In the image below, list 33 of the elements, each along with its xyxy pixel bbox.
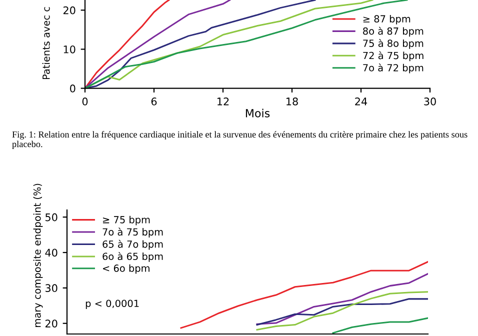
x-tick-label: 30 xyxy=(424,98,436,106)
legend-label: 72 à 75 bpm xyxy=(363,51,424,62)
y-axis-title: Patients avec c xyxy=(42,7,50,80)
y-tick-label: 50 xyxy=(46,213,58,222)
legend-label: 7o à 72 bpm xyxy=(363,64,424,74)
legend-label: < 6o bpm xyxy=(103,264,150,274)
y-tick-label: 20 xyxy=(63,6,76,14)
legend-label: 8o à 87 bpm xyxy=(363,26,424,37)
legend-label: 7o à 75 bpm xyxy=(102,228,163,238)
legend-label: 65 à 7o bpm xyxy=(102,240,163,250)
line-series xyxy=(332,317,428,334)
x-axis-title: Mois xyxy=(246,108,270,118)
x-tick-label: 18 xyxy=(286,98,298,106)
legend-label: 6o à 65 bpm xyxy=(102,252,163,262)
legend-label: 75 à 8o bpm xyxy=(363,39,424,49)
y-tick-label: 30 xyxy=(46,284,58,292)
y-axis-title: mary composite endpoint (%) xyxy=(33,184,43,327)
y-tick-label: 0 xyxy=(70,84,76,92)
line-series xyxy=(180,260,428,329)
caption: Fig. 1: Relation entre la fréquence cardiaque initiale et la survenue des événements du critère primaire chez les patients sous placebo. xyxy=(12,131,468,150)
y-tick-label: 20 xyxy=(45,320,58,328)
line-series xyxy=(256,273,428,325)
annotation: p < 0,0001 xyxy=(86,300,139,309)
x-tick-label: 12 xyxy=(218,98,229,106)
x-tick-label: 0 xyxy=(82,98,88,106)
y-tick-label: 10 xyxy=(64,45,76,54)
y-tick-label: 40 xyxy=(45,248,58,257)
line-series xyxy=(256,298,428,326)
x-tick-label: 24 xyxy=(355,98,368,106)
legend-label: ≥ 87 bpm xyxy=(363,14,410,24)
legend-label: ≥ 75 bpm xyxy=(103,216,150,226)
x-tick-label: 6 xyxy=(151,98,157,106)
line-series xyxy=(256,291,428,331)
